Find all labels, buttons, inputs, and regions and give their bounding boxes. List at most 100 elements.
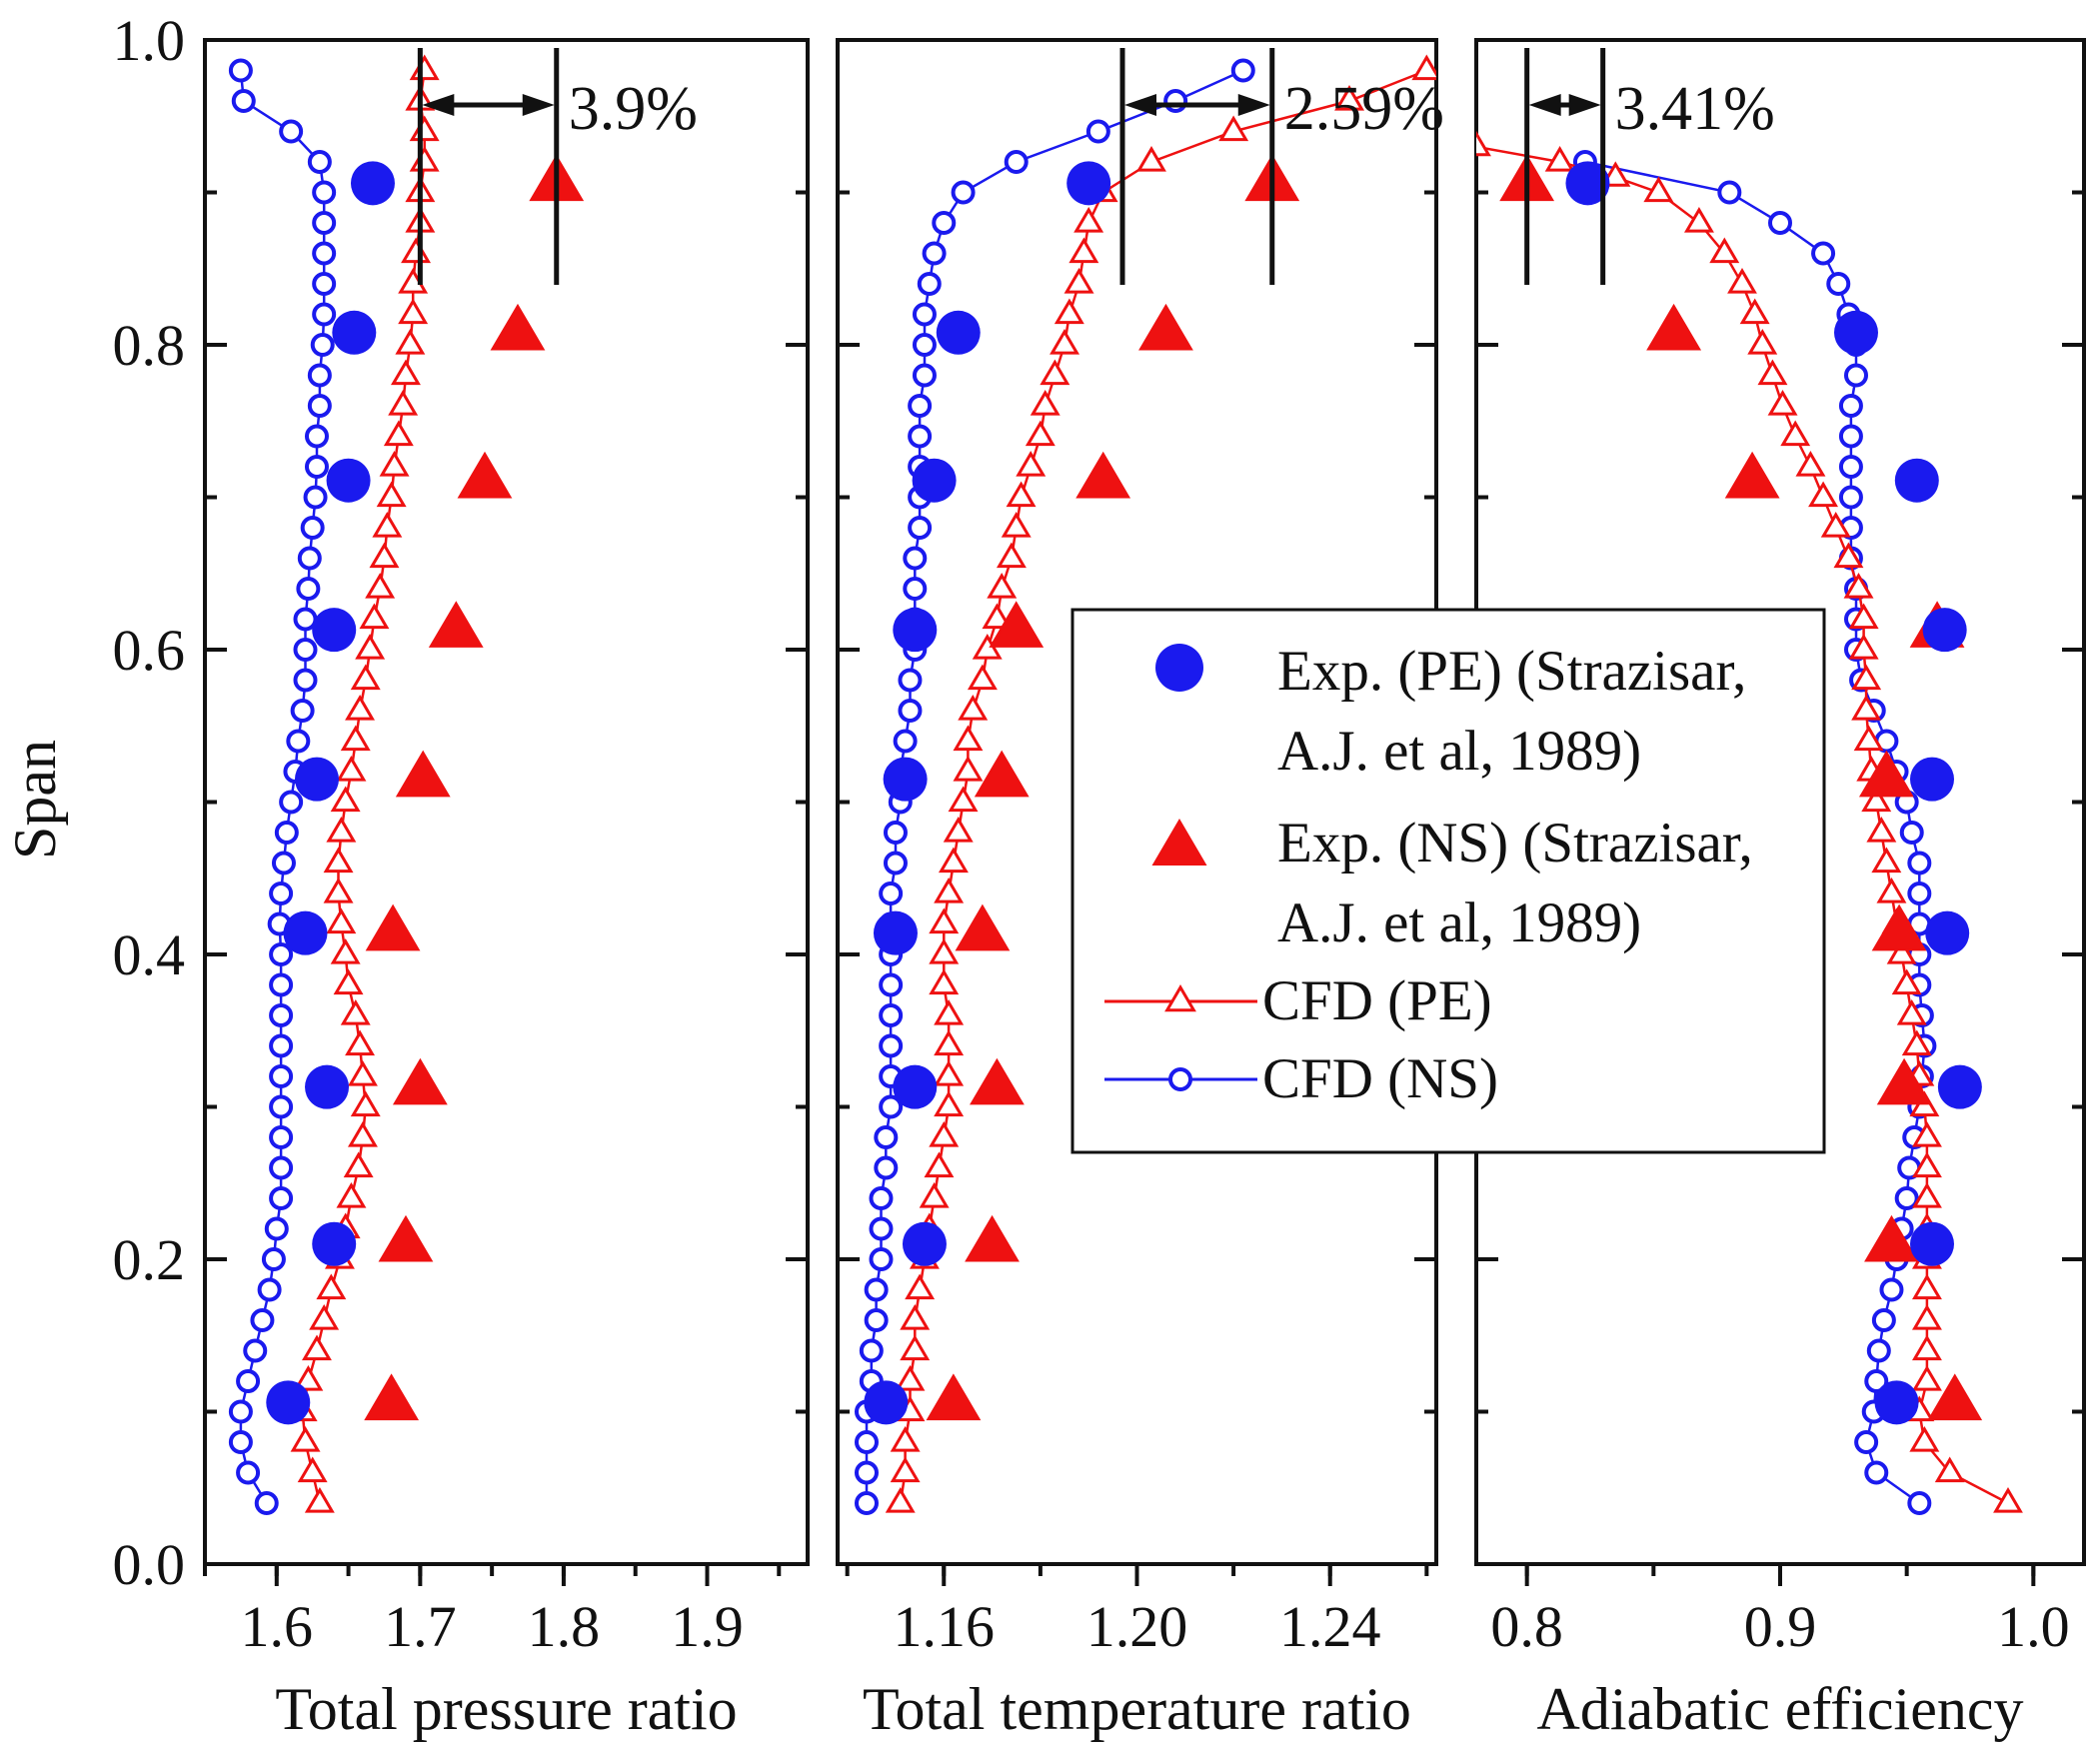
cfd-pe-point (890, 1426, 921, 1452)
cfd-ns-point (917, 272, 942, 296)
cfd-ns-point (869, 1216, 894, 1241)
legend-marker-exp-pe (1155, 644, 1203, 692)
cfd-pe-point (347, 1060, 378, 1086)
legend-marker-exp-ns (1151, 819, 1207, 866)
cfd-pe-point (929, 968, 960, 995)
cfd-pe-point (1861, 786, 1892, 813)
cfd-pe-point (934, 1090, 965, 1117)
x-axis-label: Total temperature ratio (863, 1676, 1411, 1742)
exp-pe-point (350, 161, 395, 206)
cfd-ns-point (1838, 424, 1863, 449)
cfd-pe-point (340, 725, 371, 752)
legend-label: Exp. (PE) (Strazisar, (1277, 640, 1746, 703)
cfd-pe-point (1795, 451, 1826, 477)
annotation-arrow-head-left (1528, 94, 1561, 116)
exp-pe-point (912, 458, 957, 503)
exp-ns-point (1138, 303, 1193, 351)
cfd-pe-point (1833, 542, 1864, 569)
cfd-ns-point (883, 851, 908, 876)
cfd-ns-point (1838, 455, 1863, 479)
exp-pe-point (864, 1380, 909, 1425)
cfd-pe-point (297, 1456, 328, 1483)
exp-pe-point (902, 1221, 947, 1266)
cfd-pe-point (1006, 481, 1037, 508)
cfd-pe-point (1757, 359, 1788, 386)
x-tick-label: 0.8 (1490, 1594, 1563, 1659)
cfd-pe-point (929, 1121, 960, 1147)
cfd-ns-point (869, 1247, 894, 1271)
cfd-pe-point (1848, 603, 1879, 630)
y-axis-label: Span (2, 740, 68, 860)
cfd-pe-point (395, 329, 426, 355)
exp-pe-point (332, 310, 377, 355)
cfd-pe-point (982, 603, 1013, 630)
cfd-pe-point (1135, 146, 1166, 172)
cfd-ns-point (1826, 272, 1851, 296)
cfd-pe-point (355, 634, 386, 660)
cfd-pe-point (929, 907, 960, 934)
cfd-ns-point (1854, 1430, 1879, 1454)
cfd-pe-point (1911, 1365, 1942, 1391)
cfd-ns-point (254, 1491, 279, 1515)
cfd-ns-point (293, 668, 318, 693)
cfd-pe-point (323, 847, 354, 874)
cfd-ns-point (269, 1155, 294, 1180)
exp-pe-point (1937, 1064, 1982, 1109)
cfd-pe-point (345, 695, 376, 721)
exp-ns-point (926, 1373, 982, 1421)
cfd-pe-point (345, 1029, 376, 1056)
cfd-ns-point (269, 1064, 294, 1088)
cfd-ns-point (864, 1277, 889, 1302)
cfd-pe-point (1780, 420, 1811, 447)
cfd-pe-point (1851, 695, 1882, 721)
exp-ns-point (1075, 451, 1131, 499)
legend-label: Exp. (NS) (Strazisar, (1277, 812, 1753, 875)
cfd-ns-point (1163, 89, 1188, 113)
exp-pe-point (1565, 161, 1610, 206)
x-tick-label: 1.16 (894, 1594, 996, 1659)
annotation-arrow-head-left (422, 94, 455, 116)
legend-label: A.J. et al, 1989) (1277, 720, 1641, 783)
cfd-ns-point (854, 1430, 879, 1454)
x-axis-label: Total pressure ratio (275, 1676, 737, 1742)
x-tick-label: 1.20 (1086, 1594, 1188, 1659)
cfd-pe-point (1911, 1182, 1942, 1208)
cfd-pe-point (330, 938, 361, 964)
legend-label: CFD (NS) (1262, 1047, 1498, 1110)
exp-ns-point (1858, 750, 1914, 798)
cfd-pe-point (924, 1151, 955, 1178)
percent-annotation: 3.41% (1524, 48, 1775, 285)
exp-ns-point (395, 750, 451, 798)
cfd-pe-point (326, 817, 357, 843)
cfd-ns-point (269, 1125, 294, 1149)
cfd-ns-point (879, 1094, 904, 1119)
cfd-pe-point (1053, 298, 1084, 325)
exp-pe-point (294, 757, 339, 802)
cfd-ns-point (1907, 851, 1932, 876)
cfd-ns-point (312, 302, 337, 327)
cfd-ns-point (854, 1491, 879, 1515)
cfd-pe-point (359, 603, 390, 630)
y-tick-label: 0.8 (113, 313, 186, 378)
cfd-ns-point (236, 1460, 261, 1485)
cfd-ns-point (869, 1186, 894, 1210)
cfd-pe-point (1896, 999, 1927, 1025)
cfd-pe-point (1709, 237, 1740, 264)
exp-ns-point (970, 1057, 1025, 1105)
y-tick-label: 0.6 (113, 618, 186, 683)
cfd-ns-point (274, 821, 299, 845)
cfd-ns-point (1871, 1308, 1896, 1332)
data-layer (1476, 130, 2023, 1515)
exp-ns-point (1876, 1057, 1932, 1105)
cfd-pe-point (1544, 146, 1575, 172)
cfd-ns-point (264, 1216, 289, 1241)
cfd-ns-point (864, 1308, 889, 1332)
cfd-ns-point (1907, 1491, 1932, 1515)
cfd-pe-point (409, 54, 440, 81)
cfd-ns-point (883, 821, 908, 845)
exp-pe-point (266, 1380, 311, 1425)
cfd-pe-point (938, 847, 969, 874)
cfd-pe-point (1876, 878, 1907, 903)
exp-pe-point (305, 1064, 350, 1109)
cfd-ns-point (1879, 1277, 1904, 1302)
